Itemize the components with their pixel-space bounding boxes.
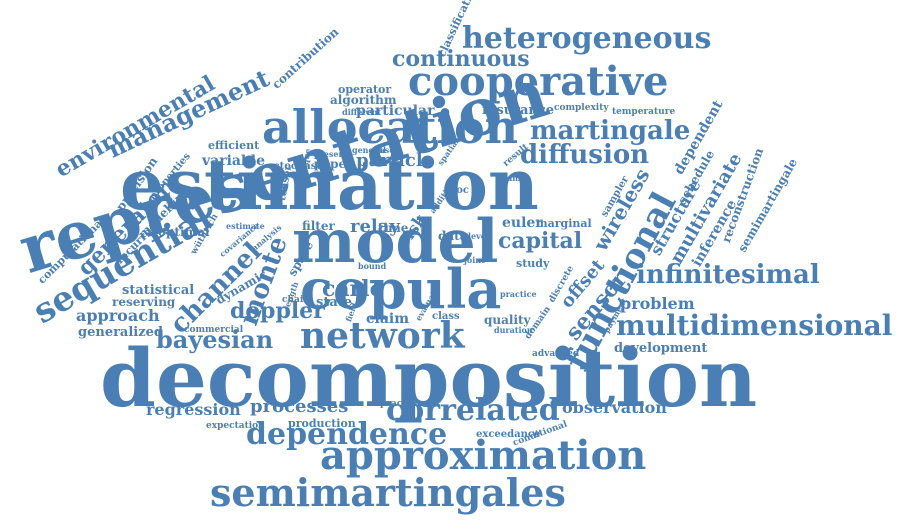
cloud-word: different: [342, 107, 382, 117]
cloud-word: particular: [356, 103, 435, 119]
cloud-word: class: [432, 311, 460, 322]
cloud-word: algorithm: [330, 93, 397, 107]
cloud-word: optimal: [158, 225, 210, 239]
cloud-word: marginal: [536, 217, 592, 230]
cloud-word: variable: [202, 153, 265, 169]
cloud-word: euler: [502, 215, 543, 231]
cloud-word: temperature: [612, 107, 676, 117]
cloud-word: chain: [282, 295, 310, 305]
cloud-word: diffusion: [520, 140, 650, 170]
cloud-word: particle: [356, 150, 435, 171]
cloud-word: estimate: [226, 221, 265, 231]
cloud-word: cooperative: [408, 58, 669, 105]
cloud-word: commercial: [184, 325, 244, 335]
cloud-word: processes: [250, 396, 349, 417]
cloud-word: bound: [358, 261, 387, 271]
cloud-word: regression: [146, 400, 241, 419]
cloud-word: continuous: [392, 46, 530, 72]
cloud-word: approximation: [320, 432, 647, 479]
cloud-word: reserving: [112, 295, 176, 309]
cloud-word: carlo: [322, 276, 385, 302]
cloud-word: proc: [444, 185, 470, 196]
cloud-word: approach: [76, 306, 160, 325]
cloud-word: allocation: [262, 100, 519, 154]
cloud-word: development: [614, 341, 708, 356]
cloud-word: level: [468, 231, 489, 241]
cloud-word: efficient: [208, 139, 260, 152]
cloud-word: semimartingales: [210, 470, 566, 515]
cloud-word: data: [438, 229, 468, 243]
cloud-word: contribution: [269, 24, 342, 92]
cloud-word: state: [316, 295, 353, 310]
cloud-word: study: [516, 257, 550, 270]
cloud-word: statistical: [122, 283, 195, 298]
cloud-word: time: [378, 221, 409, 235]
cloud-word: generalized: [78, 325, 163, 340]
cloud-word: doppler: [230, 298, 325, 324]
cloud-word: paper: [314, 157, 353, 171]
cloud-word: advanced: [532, 349, 580, 359]
cloud-word: model: [292, 207, 499, 277]
cloud-word: stochastic: [274, 161, 331, 172]
cloud-word: relay: [350, 216, 400, 237]
cloud-word: insurance: [482, 103, 555, 118]
cloud-word: estimation: [120, 143, 539, 226]
cloud-word: general: [352, 145, 387, 155]
cloud-word: dependence: [246, 417, 448, 452]
cloud-word: multidimensional: [616, 309, 893, 342]
cloud-word: observation: [562, 398, 667, 417]
cloud-word: correlated: [386, 393, 560, 428]
cloud-word: problem: [620, 294, 695, 313]
cloud-word: infinitesimal: [636, 260, 820, 290]
cloud-word: heterogeneous: [462, 21, 712, 56]
cloud-word: capital: [498, 228, 583, 254]
cloud-word: network: [300, 315, 465, 357]
cloud-word: joint: [464, 255, 485, 265]
cloud-word: practice: [500, 289, 537, 299]
cloud-word: based: [374, 145, 400, 155]
cloud-word: exceedance: [476, 429, 541, 440]
cloud-word: quality: [484, 313, 531, 327]
cloud-word: practitioner: [380, 399, 441, 409]
cloud-word: bayesian: [156, 325, 274, 354]
cloud-word: cramér: [498, 173, 531, 183]
cloud-word: duration: [494, 325, 533, 335]
cloud-word: copula: [300, 257, 502, 321]
cloud-word: expectation: [206, 421, 265, 431]
cloud-word: decomposition: [100, 331, 758, 425]
cloud-word: present: [314, 149, 349, 159]
cloud-word: filter: [302, 219, 335, 233]
cloud-word: production: [288, 417, 356, 430]
cloud-word: operator: [338, 83, 392, 96]
cloud-word: complexity: [554, 103, 609, 113]
cloud-word: martingale: [530, 116, 691, 146]
cloud-word: claim: [366, 311, 410, 327]
